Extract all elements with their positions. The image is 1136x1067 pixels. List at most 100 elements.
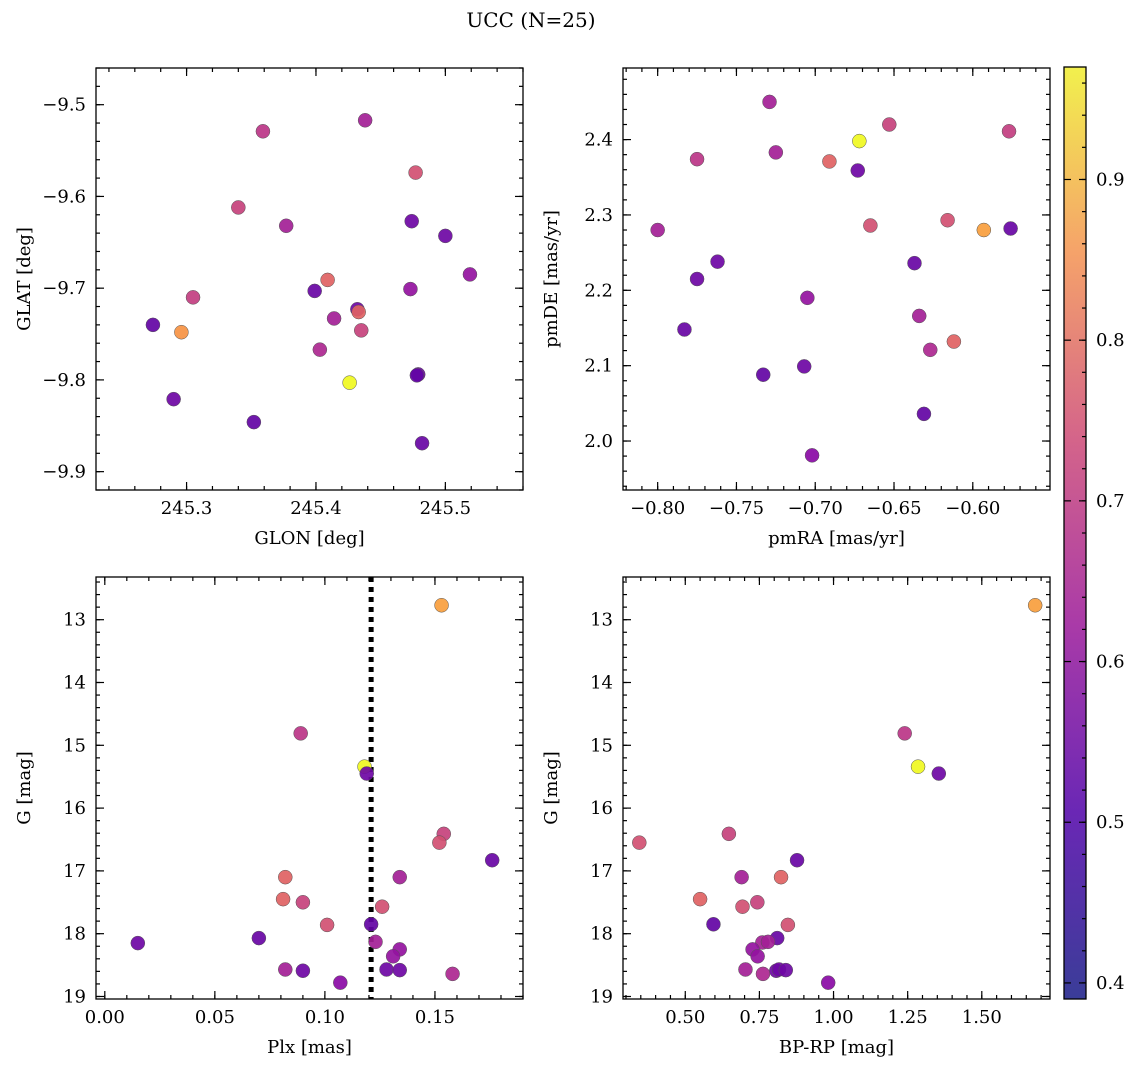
y-tick-label: 16 [63,798,86,819]
x-tick-label: −0.80 [630,498,685,519]
figure-title: UCC (N=25) [466,8,595,32]
axes-frame [95,576,524,1000]
data-point [820,975,836,990]
axes-frame [95,67,524,491]
data-point [882,117,897,132]
y-axis-label: GLAT [deg] [14,227,35,331]
y-tick-label: 17 [590,861,613,882]
data-point [923,342,938,358]
colorbar-tick-label: 0.5 [1096,812,1125,833]
y-tick-label: −9.9 [42,462,86,483]
panel-top-right: −0.80 −0.75 −0.70 −0.65 −0.60 2.0 2.1 2.2 2.3 2.4… [541,67,1051,549]
data-point [946,334,962,349]
data-point [293,726,308,741]
data-point [414,435,430,451]
data-point [445,966,460,982]
data-point [278,962,293,977]
data-point [650,222,665,238]
data-point [907,255,922,271]
data-point [863,218,878,233]
data-point [278,218,294,234]
data-point [295,895,311,910]
y-tick-label: 2.3 [584,205,613,226]
data-point [408,165,423,180]
x-axis-label: BP-RP [mag] [779,1037,894,1058]
data-point [931,766,947,781]
data-point [312,342,328,357]
data-point [773,869,789,885]
x-axis-label: GLON [deg] [254,528,364,549]
data-point [392,869,407,885]
data-point [462,267,478,282]
data-point [706,917,721,932]
y-tick-label: 14 [590,673,613,694]
y-axis-label: G [mag] [541,751,562,824]
data-point [392,962,407,978]
data-point [1027,598,1043,613]
data-point [166,391,181,407]
data-point [822,154,837,169]
data-point [804,448,820,463]
colorbar-tick-label: 0.4 [1096,973,1125,994]
x-tick-label: 0.75 [739,1007,779,1028]
y-tick-label: 19 [63,986,86,1007]
x-tick-label: 0.15 [415,1007,455,1028]
data-point [432,835,447,850]
data-point [738,962,753,977]
y-tick-label: −9.6 [42,186,86,207]
data-point [768,145,784,160]
colorbar-tick-label: 0.8 [1096,330,1125,351]
data-point [632,835,647,850]
panel-bottom-left: 0.00 0.05 0.10 0.15 13 14 15 16 17 18 19 Plx [mas] G… [14,576,524,1058]
data-point [852,133,867,149]
colorbar-tick-label: 0.6 [1096,652,1125,673]
data-point [800,290,815,306]
y-tick-label: 14 [63,673,86,694]
data-point [231,200,246,215]
data-point [911,308,927,324]
points [632,598,1043,990]
data-point [278,869,293,885]
data-point [721,826,737,842]
data-point [185,290,201,305]
x-tick-label: 1.00 [813,1007,853,1028]
y-tick-label: 13 [590,610,613,631]
y-tick-label: 17 [63,861,86,882]
data-point [403,281,418,297]
data-point [251,930,267,946]
data-point [750,895,765,910]
y-axis-label: pmDE [mas/yr] [541,210,562,348]
data-point [692,891,708,907]
data-point [434,598,449,613]
colorbar-gradient [1064,67,1086,999]
data-point [354,323,369,338]
data-point [689,151,705,167]
data-point [910,759,926,774]
data-point [307,283,322,299]
y-tick-label: −9.5 [42,95,86,116]
y-tick-label: 15 [63,735,86,756]
points [130,598,500,990]
data-point [326,311,342,326]
data-point [385,949,401,964]
y-tick-label: 2.1 [584,356,613,377]
data-point [940,212,955,228]
x-tick-label: 245.4 [290,498,342,519]
data-point [916,406,932,422]
data-point [145,317,161,333]
data-point [760,934,776,950]
data-point [796,359,812,374]
colorbar-tick-label: 0.9 [1096,169,1125,190]
data-point [357,113,373,128]
data-point [1003,221,1018,236]
data-point [379,962,394,977]
panel-bottom-right: 0.50 0.75 1.00 1.25 1.50 13 14 15 16 17 18 19 BP-RP … [541,576,1051,1058]
x-tick-label: −0.65 [866,498,921,519]
data-point [710,254,725,269]
data-point [255,124,271,139]
x-axis-label: Plx [mas] [267,1037,352,1058]
data-point [1001,124,1017,139]
data-point [351,304,366,320]
data-point [368,934,383,950]
